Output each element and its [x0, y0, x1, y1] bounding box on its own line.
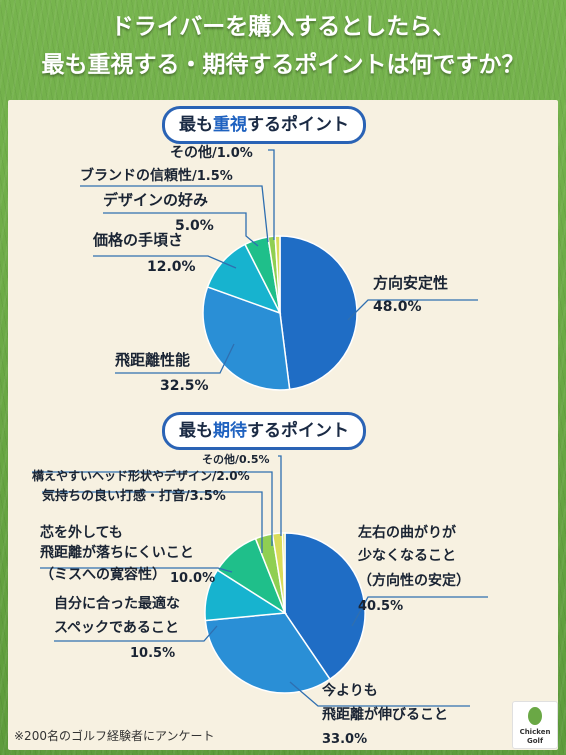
section-label-expectation-post: するポイント: [247, 421, 349, 441]
chart1-label-1: 方向安定性: [373, 274, 448, 292]
page-title: ドライバーを購入するとしたら、 最も重視する・期待するポイントは何ですか？: [0, 8, 566, 84]
chart1-label-6-name: その他: [170, 144, 212, 161]
chart2-label-2-line-2: 飛距離が伸びること: [321, 706, 448, 723]
chart1-label-5-name: ブランドの信頼性: [80, 167, 192, 184]
chart2-slice-7: [281, 532, 286, 614]
chart2-slice-2: [204, 612, 332, 694]
chart2-label-3-line-1: 自分に合った最適な: [54, 595, 180, 612]
chart2-value-2: 33.0%: [322, 732, 367, 747]
chicken-golf-logo: Chicken Golf: [512, 701, 558, 749]
chart1-leader-3: [93, 255, 237, 269]
chart1-value-1: 48.0%: [373, 299, 422, 315]
chart2-label-4-line-2: 飛距離が落ちにくいこと: [39, 544, 194, 561]
chart2-value-4: 10.0%: [170, 571, 215, 586]
chart1-leader-4: [103, 212, 259, 247]
chart1-label-3: 価格の手頃さ: [92, 231, 183, 249]
chart1-value-5: /1.5%: [192, 169, 233, 184]
chart2-label-4-line-1: 芯を外しても: [40, 524, 123, 541]
chart2-leader-6: [32, 471, 273, 546]
chart2-label-6-name: 構えやすいヘッド形状やデザイン: [32, 468, 212, 483]
chart1-label-5: ブランドの信頼性/1.5%: [80, 167, 233, 184]
chart2-label-6: 構えやすいヘッド形状やデザイン/2.0%: [32, 468, 250, 483]
section-label-importance: 最も重視するポイント: [162, 106, 366, 144]
chart2-label-7-name: その他: [202, 452, 235, 466]
chart2-leader-1: [351, 596, 488, 627]
title-line-1: ドライバーを購入するとしたら、: [110, 14, 456, 40]
chart1-value-6: /1.0%: [212, 146, 253, 161]
section-label-importance-pre: 最も: [179, 115, 213, 135]
section-label-expectation-pre: 最も: [179, 421, 213, 441]
chart1-slice-1: [279, 235, 358, 391]
chart2-label-1-line-1: 左右の曲がりが: [357, 524, 457, 541]
chart1-value-4: 5.0%: [175, 218, 214, 234]
section-label-importance-highlight: 重視: [213, 115, 247, 135]
chart2-label-5-name: 気持ちの良い打感・打音: [42, 488, 185, 504]
chart2-value-1: 40.5%: [358, 599, 403, 614]
logo-line-2: Golf: [527, 737, 543, 745]
logo-line-1: Chicken: [519, 728, 551, 736]
chart2-slice-1: [284, 532, 366, 681]
chart2-label-1-line-2: 少なくなること: [357, 547, 456, 564]
chart2-label-7: その他/0.5%: [202, 452, 270, 466]
chart2-label-2-line-1: 今よりも: [321, 682, 378, 699]
title-line-2: 最も重視する・期待するポイントは何ですか？: [41, 52, 525, 78]
chart1-leader-6: [268, 149, 275, 240]
chart2-label-4-line-3: （ミスへの寛容性）: [40, 566, 166, 583]
chart2-leader-2: [289, 681, 470, 707]
chart2-leader-7: [278, 455, 282, 536]
leaf-icon: [528, 707, 542, 725]
chart2-value-3: 10.5%: [130, 646, 175, 661]
chart2-label-1-line-3: （方向性の安定）: [358, 572, 470, 589]
section-label-expectation-highlight: 期待: [213, 421, 247, 441]
chart1-leader-2: [115, 343, 235, 374]
survey-note: ※200名のゴルフ経験者にアンケート: [14, 729, 215, 743]
section-label-importance-post: するポイント: [247, 115, 349, 135]
chart2-value-6: /2.0%: [212, 469, 250, 483]
chart1-label-4: デザインの好み: [103, 191, 208, 209]
chart1-slice-6: [274, 235, 281, 314]
chart2-value-7: /0.5%: [235, 453, 270, 466]
chart1-value-2: 32.5%: [160, 378, 209, 394]
chart1-leader-5: [80, 185, 269, 243]
chart2-leader-4: [40, 567, 233, 573]
chart2-value-5: /3.5%: [185, 489, 226, 504]
chart2-leader-5: [42, 491, 263, 553]
chart1-value-3: 12.0%: [147, 259, 196, 275]
chart1-label-2: 飛距離性能: [114, 351, 190, 369]
chart2-label-3-line-2: スペックであること: [54, 620, 179, 636]
section-label-expectation: 最も期待するポイント: [162, 412, 366, 450]
chart1-leader-1: [347, 299, 478, 321]
chart2-leader-3: [54, 625, 218, 642]
chart1-label-6: その他/1.0%: [170, 144, 253, 161]
chart2-label-5: 気持ちの良い打感・打音/3.5%: [42, 488, 226, 504]
